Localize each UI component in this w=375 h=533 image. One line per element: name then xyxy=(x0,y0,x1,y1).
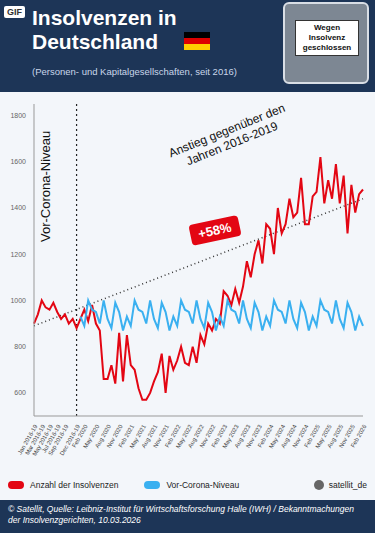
svg-text:Aug 2025: Aug 2025 xyxy=(326,423,345,449)
svg-text:Feb 2025: Feb 2025 xyxy=(303,423,322,449)
svg-text:May 2022: May 2022 xyxy=(175,423,194,450)
svg-text:Aug 2022: Aug 2022 xyxy=(186,423,205,449)
svg-text:Mar 2016-19: Mar 2016-19 xyxy=(24,423,47,457)
svg-text:May 2016-19: May 2016-19 xyxy=(31,423,54,457)
svg-text:Nov 2021: Nov 2021 xyxy=(152,423,171,449)
svg-text:1800: 1800 xyxy=(10,112,26,119)
html-text:GIF: GIF xyxy=(7,7,22,17)
svg-text:Aug 2023: Aug 2023 xyxy=(233,423,252,449)
svg-text:Feb 2022: Feb 2022 xyxy=(163,423,182,449)
svg-text:600: 600 xyxy=(14,389,26,396)
svg-text:Nov 2024: Nov 2024 xyxy=(291,423,310,449)
svg-text:Feb 2023: Feb 2023 xyxy=(210,423,229,449)
svg-text:Sep 2016-19: Sep 2016-19 xyxy=(47,423,70,457)
svg-text:Feb 2024: Feb 2024 xyxy=(256,423,275,449)
svg-text:May 2025: May 2025 xyxy=(314,423,333,450)
svg-text:May 2020: May 2020 xyxy=(82,423,101,450)
svg-text:1600: 1600 xyxy=(10,158,26,165)
svg-text:Nov 2025: Nov 2025 xyxy=(337,423,356,449)
svg-text:Aug 2024: Aug 2024 xyxy=(279,423,298,449)
html-text:Vor-Corona-Niveau: Vor-Corona-Niveau xyxy=(166,480,240,490)
svg-text:Jul 2016-19: Jul 2016-19 xyxy=(40,423,62,454)
svg-text:800: 800 xyxy=(14,343,26,350)
svg-text:Nov 2022: Nov 2022 xyxy=(198,423,217,449)
html-text:(Personen- und Kapitalgesellsc: (Personen- und Kapitalgesellschaften, se… xyxy=(32,66,237,77)
html-text:Anzahl der Insolvenzen: Anzahl der Insolvenzen xyxy=(30,480,119,490)
svg-text:Nov 2023: Nov 2023 xyxy=(245,423,263,449)
html-text:satellit_de: satellit_de xyxy=(328,480,367,490)
svg-text:Aug 2021: Aug 2021 xyxy=(140,423,159,449)
svg-text:1000: 1000 xyxy=(10,297,26,304)
svg-text:May 2023: May 2023 xyxy=(221,423,240,450)
svg-text:May 2024: May 2024 xyxy=(267,423,287,450)
html-text:© Satellit, Quelle: Leibniz-In: © Satellit, Quelle: Leibniz-Institut für… xyxy=(8,504,354,525)
html-text:Vor-Corona-Niveau: Vor-Corona-Niveau xyxy=(38,130,53,242)
svg-text:Feb 2026: Feb 2026 xyxy=(350,423,368,449)
svg-text:May 2021: May 2021 xyxy=(128,423,147,450)
svg-text:Nov 2020: Nov 2020 xyxy=(105,423,124,449)
html-text:Wegen Insolvenz geschlossen: Wegen Insolvenz geschlossen xyxy=(302,23,352,52)
svg-text:Feb 2020: Feb 2020 xyxy=(71,423,89,449)
svg-text:Feb 2021: Feb 2021 xyxy=(117,423,136,449)
svg-text:1200: 1200 xyxy=(10,251,26,258)
html-text:+58%: +58% xyxy=(196,219,233,242)
svg-text:Aug 2020: Aug 2020 xyxy=(94,423,113,449)
svg-text:Dec 2016-19: Dec 2016-19 xyxy=(58,423,82,457)
html-text:Anstieg gegenüber den Jahren 2: Anstieg gegenüber den Jahren 2016-2019 xyxy=(166,100,287,169)
svg-text:1400: 1400 xyxy=(10,204,26,211)
svg-text:Jan 2016-19: Jan 2016-19 xyxy=(16,423,39,456)
html-text:Insolvenzen in Deutschland: Insolvenzen in Deutschland xyxy=(32,6,177,53)
